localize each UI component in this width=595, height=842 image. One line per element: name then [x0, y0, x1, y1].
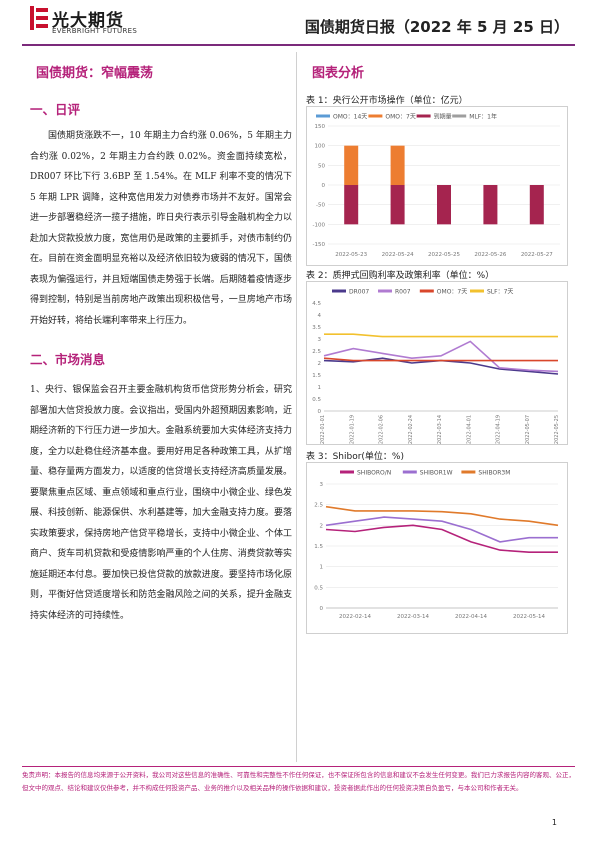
series-line	[324, 333, 558, 338]
y-tick-label: 3.5	[312, 325, 321, 331]
y-tick-label: 2	[320, 523, 324, 529]
series-line	[323, 340, 559, 373]
page-number: 1	[551, 818, 557, 827]
chart1-title: 表 1：央行公开市场操作（单位：亿元）	[306, 96, 468, 106]
x-tick-label: 2022-05-26	[474, 252, 506, 258]
y-tick-label: 0	[318, 409, 322, 415]
chart3-shibor: SHIBORO/N SHIBOR1W SHIBOR3M 0 0.5 1 1.5 2 2.5 3 20…	[306, 462, 568, 634]
section-heading-daily-review: 一、日评	[30, 102, 81, 117]
x-tick-label: 2022-04-01	[466, 415, 472, 444]
x-tick-label: 2022-04-14	[455, 614, 487, 620]
bar	[529, 185, 544, 225]
left-column: 国债期货：窄幅震荡 一、日评 国债期货涨跌不一，10 年期主力合约涨 0.06%…	[30, 54, 292, 626]
legend-label: OMO：7天	[385, 114, 415, 121]
report-title: 国债期货日报（2022 年 5 月 25 日）	[304, 18, 569, 36]
y-tick-label: -100	[313, 222, 326, 228]
y-tick-label: 150	[315, 124, 326, 130]
daily-review-text: 国债期货涨跌不一，10 年期主力合约涨 0.06%，5 年期主力合约涨 0.02…	[30, 131, 292, 326]
bar	[390, 145, 405, 185]
y-tick-label: 1	[318, 385, 322, 391]
everbright-logo-icon	[30, 6, 48, 30]
main-heading: 国债期货：窄幅震荡	[36, 66, 154, 81]
logo-english-name: EVERBRIGHT FUTURES	[52, 27, 138, 35]
y-tick-label: 0.5	[314, 585, 323, 591]
y-tick-label: -150	[313, 242, 326, 248]
series-line	[325, 516, 558, 543]
y-tick-label: 4.5	[312, 301, 321, 307]
x-tick-label: 2022-05-25	[428, 252, 460, 258]
y-tick-label: 3	[318, 337, 322, 343]
legend-label: SHIBOR1W	[420, 470, 453, 477]
market-news-text: 1、央行、银保监会召开主要金融机构货币信贷形势分析会，研究部署加大信贷投放力度。…	[30, 385, 292, 621]
y-tick-label: 2.5	[314, 503, 323, 509]
legend-label: SLF：7天	[487, 289, 513, 296]
x-tick-label: 2022-05-24	[382, 252, 414, 258]
y-tick-label: 1	[320, 565, 324, 571]
x-tick-label: 2022-05-23	[335, 252, 367, 258]
y-tick-label: 2	[318, 361, 322, 367]
x-tick-label: 2022-05-14	[513, 614, 545, 620]
y-tick-label: 2.5	[312, 349, 321, 355]
series-line	[325, 524, 558, 553]
bar	[437, 185, 451, 225]
right-column: 图表分析 表 1：央行公开市场操作（单位：亿元） OMO：14天 OMO：7天 到期…	[306, 54, 568, 634]
legend-label: 到期量	[434, 113, 452, 121]
chart2-repo-rates: DR007 R007 OMO：7天 SLF：7天 0 0.5 1 1.5 2 2.5 3 3.5 4 4.…	[306, 281, 568, 445]
x-tick-label: 2022-04-19	[496, 415, 502, 444]
chart3-title: 表 3：Shibor(单位：%)	[306, 452, 404, 462]
x-tick-label: 2022-02-24	[408, 415, 414, 444]
x-tick-label: 2022-02-14	[339, 614, 371, 620]
x-tick-label: 2022-01-19	[349, 415, 355, 444]
legend-label: DR007	[349, 289, 369, 296]
x-tick-label: 2022-01-01	[320, 415, 326, 444]
x-tick-label: 2022-05-25	[554, 415, 560, 444]
y-tick-label: 1.5	[312, 373, 321, 379]
y-tick-label: 0.5	[312, 397, 321, 403]
series-line	[323, 357, 558, 362]
section-heading-market-news: 二、市场消息	[30, 352, 106, 367]
bar	[483, 185, 498, 225]
y-tick-label: 1.5	[314, 544, 323, 550]
x-tick-label: 2022-05-27	[521, 252, 553, 258]
legend-label: OMO：14天	[333, 114, 367, 121]
x-tick-label: 2022-02-06	[379, 415, 385, 444]
legend-label: R007	[395, 289, 411, 296]
footer-divider	[22, 766, 575, 767]
x-tick-label: 2022-03-14	[397, 614, 429, 620]
x-tick-label: 2022-03-14	[437, 415, 443, 444]
chart1-omo-operations: OMO：14天 OMO：7天 到期量 MLF：1年 150 100 50 0 -50 -100 -1…	[306, 106, 568, 266]
logo-chinese-name: 光大期货	[52, 11, 124, 31]
chart-section-heading: 图表分析	[312, 66, 365, 81]
header-divider	[22, 44, 575, 46]
y-tick-label: 50	[318, 163, 325, 169]
chart-frame	[306, 462, 568, 634]
y-tick-label: 0	[322, 183, 326, 189]
bar	[390, 185, 405, 225]
legend-label: OMO：7天	[437, 289, 467, 296]
bar	[344, 185, 359, 225]
x-tick-label: 2022-05-07	[525, 415, 531, 444]
disclaimer-text: 免责声明：本报告的信息均来源于公开资料，我公司对这些信息的准确性、可靠性和完整性…	[22, 771, 575, 792]
y-tick-label: -50	[316, 203, 325, 209]
series-line	[325, 505, 559, 527]
y-tick-label: 0	[320, 606, 324, 612]
y-tick-label: 3	[320, 482, 324, 488]
page-header: 光大期货 EVERBRIGHT FUTURES 国债期货日报（2022 年 5 …	[0, 0, 595, 46]
legend-label: SHIBOR3M	[478, 470, 510, 477]
chart2-title: 表 2：质押式回购利率及政策利率（单位：%）	[306, 271, 495, 281]
legend-label: SHIBORO/N	[357, 470, 391, 477]
legend-label: MLF：1年	[469, 113, 497, 121]
chart-frame	[306, 281, 568, 445]
column-divider	[296, 52, 297, 762]
y-tick-label: 100	[315, 144, 326, 150]
y-tick-label: 4	[318, 313, 322, 319]
bar	[344, 145, 359, 185]
